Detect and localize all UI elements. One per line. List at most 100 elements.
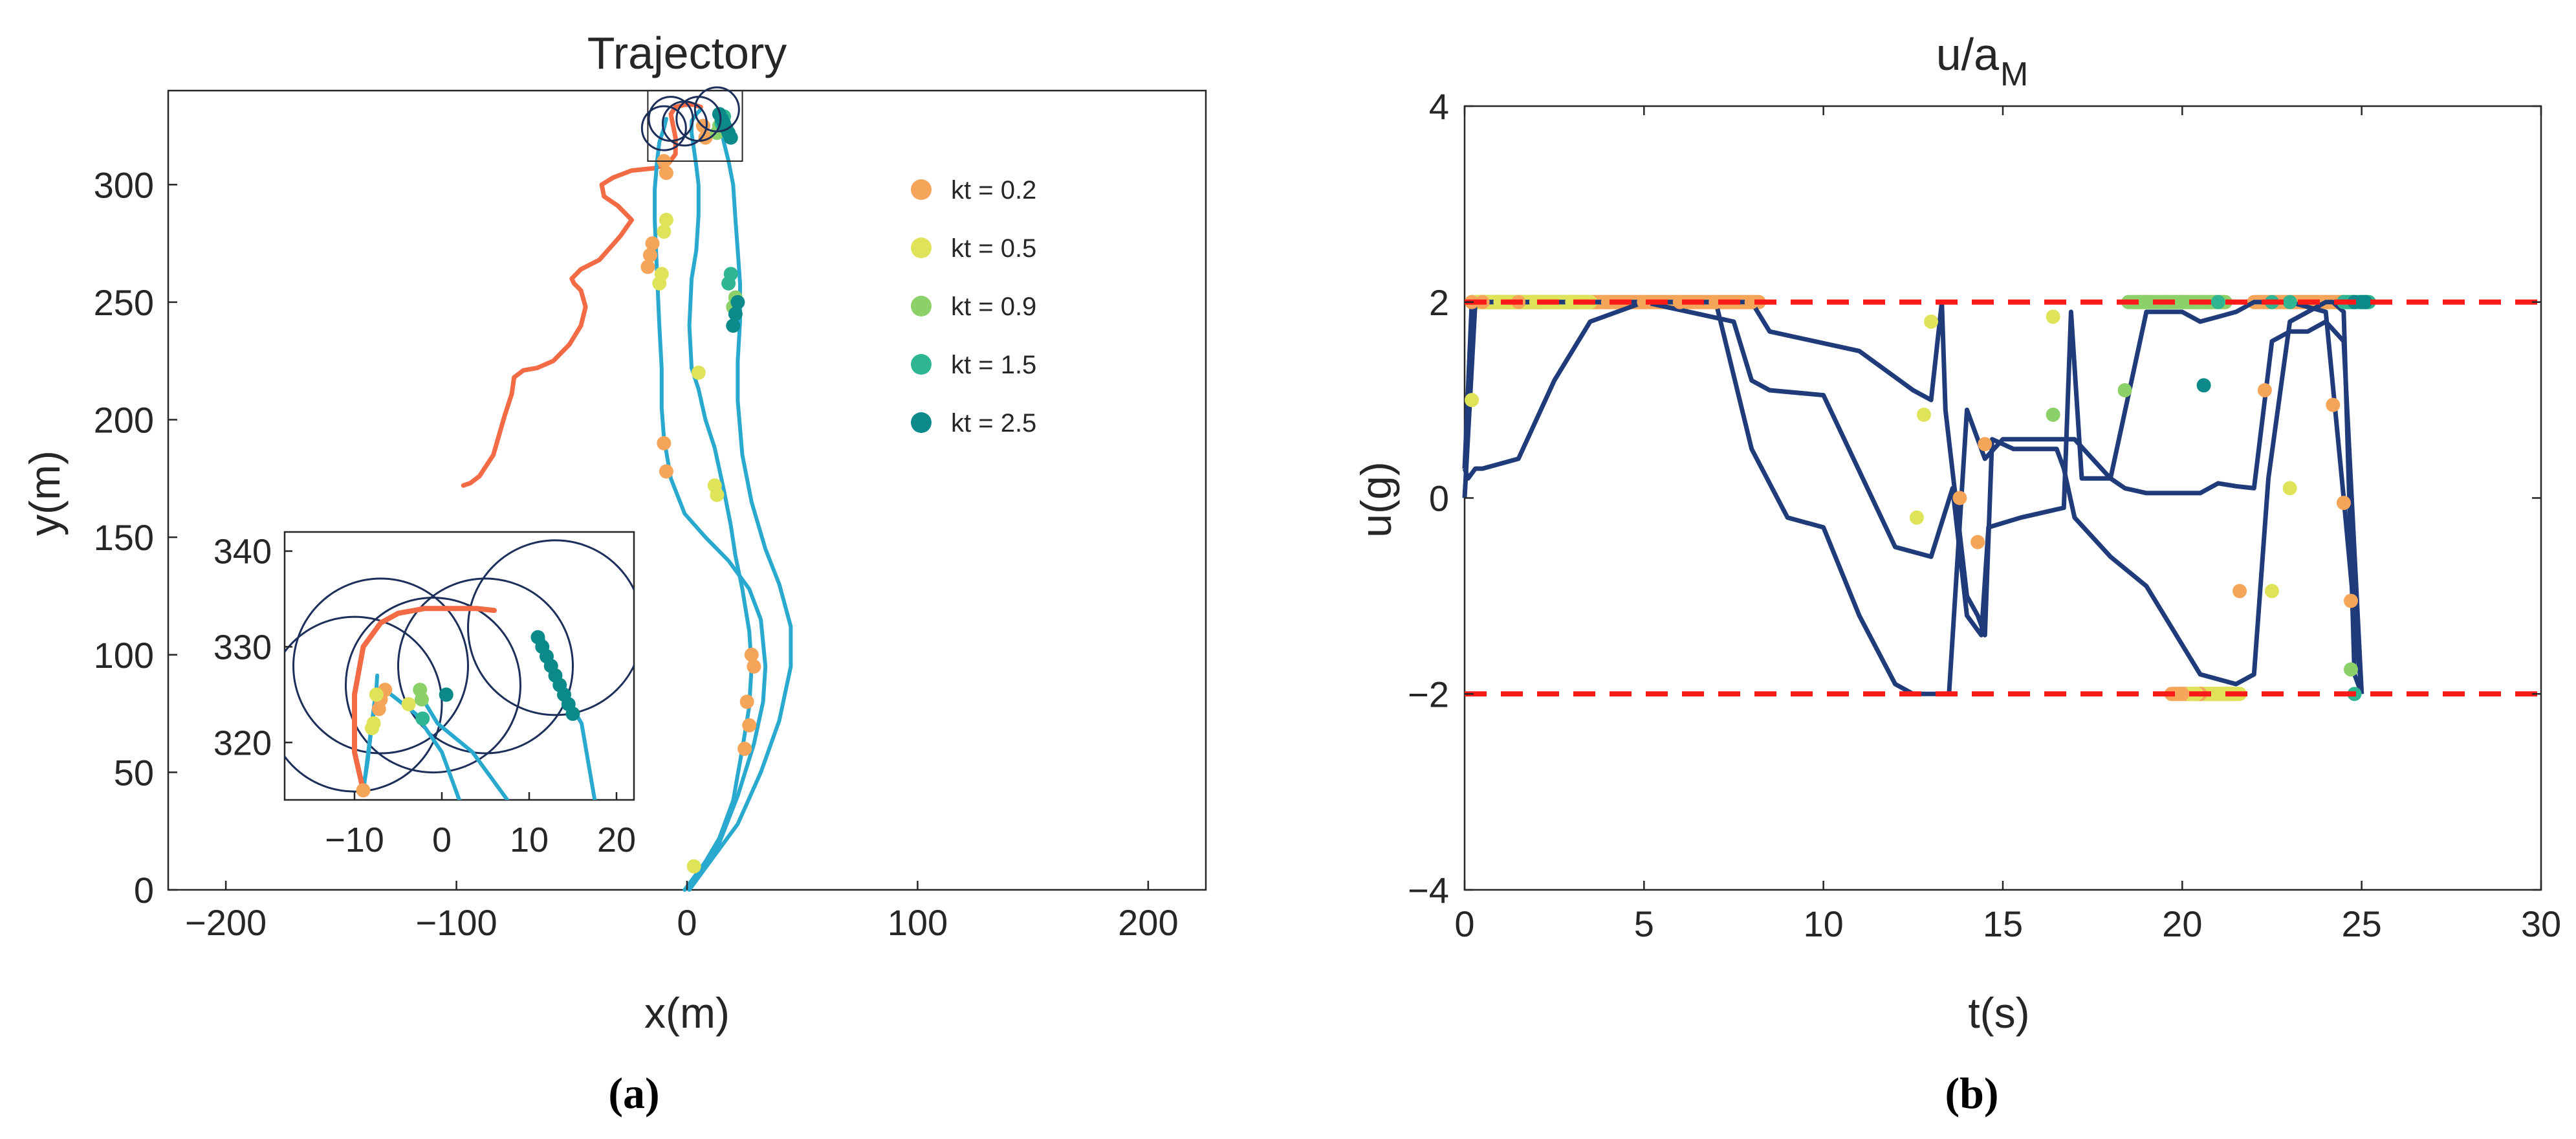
kt-marker-point xyxy=(640,260,655,274)
y-tick-label: −2 xyxy=(1408,674,1449,714)
x-tick-label: 15 xyxy=(1983,903,2023,944)
trajectory-x-ticks: −200 −100 0 100 200 xyxy=(185,881,1179,943)
inset-kt-marker xyxy=(401,697,416,712)
inset-capture-circle xyxy=(467,539,634,716)
y-tick-label: 200 xyxy=(94,400,154,441)
kt-marker-point xyxy=(645,236,660,251)
inset-y-tick-label: 340 xyxy=(213,533,272,571)
capture-circle xyxy=(693,86,740,133)
inset-kt-marker xyxy=(439,687,453,702)
kt-marker-point xyxy=(2175,687,2190,702)
kt-marker-point xyxy=(1916,407,1931,422)
legend-marker xyxy=(911,412,932,433)
y-tick-label: 0 xyxy=(1429,478,1449,519)
inset-target-line xyxy=(352,606,497,793)
kt-marker-point xyxy=(2265,584,2279,599)
kt-marker-point xyxy=(691,365,706,380)
y-tick-label: 0 xyxy=(134,870,154,911)
control-title-subscript: M xyxy=(2000,56,2028,93)
kt-marker-point xyxy=(657,224,671,239)
trajectory-line-pursuer-a xyxy=(682,107,754,892)
kt-marker-point xyxy=(1970,535,1985,549)
inset-kt-marker xyxy=(356,783,371,798)
kt-marker-point xyxy=(747,659,761,674)
kt-marker-point xyxy=(1924,315,1939,329)
inset-kt-marker xyxy=(414,692,429,707)
x-tick-label: 30 xyxy=(2521,903,2561,944)
trajectory-line-target xyxy=(461,102,703,488)
x-tick-label: 0 xyxy=(677,902,697,943)
y-tick-label: 300 xyxy=(94,164,154,205)
kt-marker-point xyxy=(1744,294,1759,309)
zoom-region-box xyxy=(647,90,743,162)
trajectory-legend: kt = 0.2 kt = 0.5 kt = 0.9 kt = 1.5 kt = 2.5 xyxy=(911,176,1036,437)
x-tick-label: 0 xyxy=(1454,903,1474,944)
kt-marker-point xyxy=(1529,294,1544,309)
kt-marker-point xyxy=(744,647,759,662)
x-tick-label: −100 xyxy=(415,902,497,943)
x-tick-label: 10 xyxy=(1804,903,1844,944)
panel-a-label: (a) xyxy=(608,1068,659,1118)
kt-marker-point xyxy=(2232,584,2247,599)
kt-marker-point xyxy=(2046,407,2060,422)
trajectory-inset: 320 330 340 −10 0 10 20 xyxy=(213,531,636,859)
kt-marker-point xyxy=(659,212,673,227)
inset-kt-marker xyxy=(369,687,384,702)
kt-marker-point xyxy=(1708,294,1723,309)
kt-marker-point xyxy=(2196,378,2211,393)
control-line-control-1 xyxy=(1462,300,2364,695)
control-x-ticks: 0 5 10 15 20 25 30 xyxy=(1454,106,2561,944)
legend-marker xyxy=(911,179,932,200)
panel-b-label: (b) xyxy=(1945,1068,1998,1118)
kt-marker-point xyxy=(2358,294,2373,309)
kt-marker-point xyxy=(728,307,743,322)
kt-marker-point xyxy=(2336,496,2351,511)
inset-kt-marker xyxy=(415,711,430,726)
inset-x-tick-label: 10 xyxy=(510,821,549,859)
kt-marker-point xyxy=(1565,294,1580,309)
kt-marker-point xyxy=(659,464,673,479)
kt-marker-point xyxy=(2139,294,2154,309)
inset-content xyxy=(285,539,634,800)
control-y-ticks: −4 −2 0 2 4 xyxy=(1408,86,2541,911)
inset-kt-marker xyxy=(565,706,580,721)
kt-marker-point xyxy=(2344,662,2359,677)
kt-marker-point xyxy=(2257,382,2272,397)
inset-capture-circle xyxy=(397,577,574,755)
kt-marker-point xyxy=(739,694,754,709)
kt-marker-point xyxy=(659,166,673,181)
kt-marker-point xyxy=(1672,294,1687,309)
inset-y-tick-label: 330 xyxy=(213,628,272,667)
y-tick-label: 2 xyxy=(1429,282,1449,323)
x-tick-label: 100 xyxy=(888,902,948,943)
kt-marker-point xyxy=(1637,294,1652,309)
legend-label: kt = 0.9 xyxy=(951,293,1036,321)
y-tick-label: 100 xyxy=(94,635,154,676)
inset-pursuer-line xyxy=(418,692,510,800)
y-tick-label: 50 xyxy=(114,752,154,793)
x-tick-label: 5 xyxy=(1634,903,1654,944)
y-tick-label: −4 xyxy=(1408,870,1449,911)
kt-marker-point xyxy=(2282,481,2297,496)
kt-marker-point xyxy=(2282,294,2297,309)
kt-marker-point xyxy=(730,294,745,309)
y-tick-label: 4 xyxy=(1429,86,1449,127)
trajectory-title: Trajectory xyxy=(587,28,787,78)
trajectory-y-ticks: 0 50 100 150 200 250 300 xyxy=(94,164,177,911)
inset-capture-circle xyxy=(285,615,443,793)
inset-x-tick-label: −10 xyxy=(325,821,384,859)
inset-x-tick-label: 0 xyxy=(432,821,452,859)
kt-marker-point xyxy=(642,248,657,263)
kt-marker-point xyxy=(742,718,757,733)
inset-y-tick-label: 320 xyxy=(213,724,272,762)
legend-marker xyxy=(911,296,932,316)
kt-marker-point xyxy=(686,859,701,874)
control-x-label: t(s) xyxy=(1968,989,2029,1037)
control-title: u/a xyxy=(1936,29,1999,80)
x-tick-label: 20 xyxy=(2162,903,2202,944)
capture-circle xyxy=(640,105,687,151)
inset-capture-circle xyxy=(292,577,469,755)
kt-marker-point xyxy=(1493,294,1508,309)
